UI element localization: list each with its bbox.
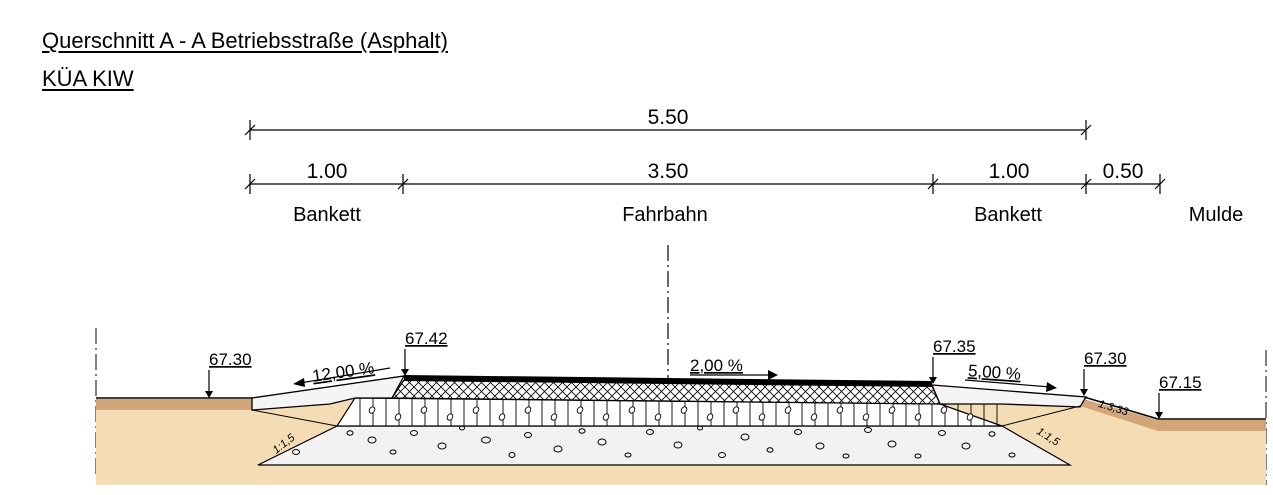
slope-line-right	[1001, 405, 1081, 427]
svg-text:67.35: 67.35	[933, 337, 976, 356]
drawing-title: Querschnitt A - A Betriebsstraße (Asphal…	[42, 28, 448, 53]
svg-text:67.30: 67.30	[209, 350, 252, 369]
svg-text:2,00 %: 2,00 %	[690, 356, 743, 375]
slope-line-left	[251, 409, 338, 427]
slope-arrow-fahrbahn: 2,00 %	[690, 356, 778, 380]
drawing-subtitle: KÜA KIW	[42, 66, 134, 91]
bankett-right	[930, 384, 1088, 408]
elevation-marker-right-outer: 67.30	[1080, 349, 1127, 396]
zone-label-fahrbahn: Fahrbahn	[622, 204, 708, 226]
asphalt-surface-layer	[404, 375, 932, 387]
dim-mulde: 0.50	[1103, 160, 1144, 183]
elevation-marker-mulde: 67.15	[1155, 373, 1202, 419]
elevation-marker-left-bankett: 67.42	[401, 329, 448, 376]
svg-text:67.42: 67.42	[405, 329, 448, 348]
topsoil-right	[1080, 398, 1266, 431]
dim-total: 5.50	[648, 106, 689, 129]
gravel-base-layer	[257, 425, 1073, 466]
gravel-stones	[292, 425, 1016, 459]
dim-bankett-left: 1.00	[307, 160, 348, 183]
topsoil-left	[96, 399, 252, 410]
base-course-hatch	[359, 398, 998, 426]
svg-text:5,00 %: 5,00 %	[967, 361, 1021, 384]
dimension-chain	[244, 120, 1166, 194]
zone-label-mulde: Mulde	[1189, 204, 1243, 226]
zone-label-bankett-right: Bankett	[974, 204, 1042, 226]
svg-text:67.30: 67.30	[1084, 349, 1127, 368]
slope-arrow-bankett-right: 5,00 %	[964, 361, 1057, 392]
dim-bankett-right: 1.00	[989, 160, 1030, 183]
dim-fahrbahn: 3.50	[648, 160, 689, 183]
svg-text:67.15: 67.15	[1159, 373, 1202, 392]
zone-label-bankett-left: Bankett	[293, 204, 361, 226]
elevation-marker-right-bankett: 67.35	[929, 337, 976, 384]
elevation-marker-left-ground: 67.30	[205, 350, 252, 398]
